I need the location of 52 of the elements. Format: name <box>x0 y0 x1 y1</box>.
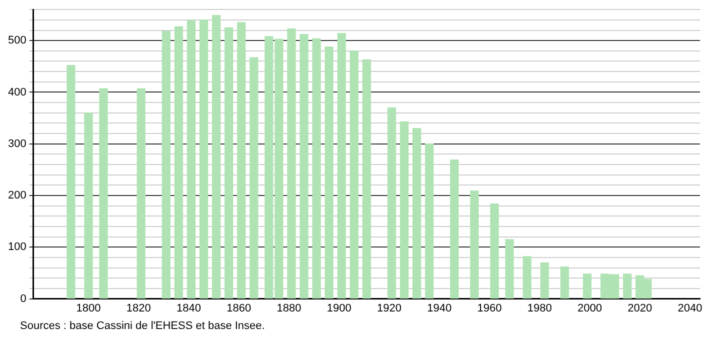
x-tick-label: 1860 <box>226 302 252 314</box>
bar <box>362 59 372 299</box>
x-tick-label: 1800 <box>76 302 101 314</box>
bar <box>212 14 221 299</box>
bar <box>237 22 246 299</box>
y-tick-label: 200 <box>8 190 26 202</box>
y-tick-label: 0 <box>20 292 26 305</box>
bar <box>174 26 184 299</box>
y-tick-label: 100 <box>8 241 26 254</box>
bar <box>490 203 499 299</box>
bar <box>400 121 409 299</box>
bar <box>250 57 258 299</box>
bar <box>312 38 321 299</box>
bar <box>300 34 308 299</box>
x-tick-label: 1840 <box>176 302 201 314</box>
bar <box>560 266 569 299</box>
bar <box>622 274 632 299</box>
x-tick-label: 2040 <box>678 302 702 314</box>
bar <box>186 20 196 299</box>
bar <box>162 30 171 299</box>
y-tick-label: 500 <box>8 34 26 47</box>
bar <box>470 190 479 299</box>
x-tick-label: 1820 <box>126 302 151 314</box>
source-note: Sources : base Cassini de l'EHESS et base Insee. <box>20 320 265 332</box>
x-tick-label: 1940 <box>427 302 452 314</box>
x-tick-label: 1960 <box>477 302 502 314</box>
bar <box>287 28 296 299</box>
bar <box>540 262 549 299</box>
bar <box>412 128 422 299</box>
bar <box>337 33 346 299</box>
x-tick-label: 1900 <box>326 302 352 314</box>
bar <box>450 160 459 299</box>
bar <box>505 239 514 299</box>
bar <box>324 46 334 299</box>
bar <box>224 27 234 299</box>
bar <box>66 65 76 299</box>
x-tick-label: 1980 <box>527 302 552 314</box>
x-tick-label: 1920 <box>376 302 402 314</box>
x-tick-label: 2020 <box>628 302 652 314</box>
bar <box>199 20 208 299</box>
bar <box>387 107 396 299</box>
bar <box>84 112 93 299</box>
bar <box>350 50 358 299</box>
bar <box>136 88 146 299</box>
y-tick-label: 300 <box>8 138 26 150</box>
bar <box>99 88 108 299</box>
x-tick-label: 1880 <box>276 302 302 314</box>
y-tick-label: 400 <box>8 86 26 98</box>
bar <box>425 144 434 299</box>
bar <box>522 256 532 299</box>
bar <box>582 274 592 299</box>
x-tick-label: 2000 <box>577 302 602 314</box>
